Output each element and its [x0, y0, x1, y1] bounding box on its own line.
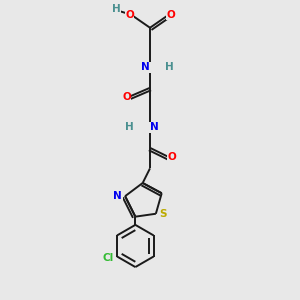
- Text: N: N: [141, 62, 150, 72]
- Text: O: O: [166, 10, 175, 20]
- Text: N: N: [113, 191, 122, 201]
- Text: H: H: [125, 122, 134, 132]
- Text: H: H: [112, 4, 121, 14]
- Text: O: O: [168, 152, 176, 162]
- Text: O: O: [125, 10, 134, 20]
- Text: S: S: [159, 209, 167, 219]
- Text: H: H: [165, 62, 173, 72]
- Text: Cl: Cl: [103, 253, 114, 263]
- Text: O: O: [122, 92, 131, 102]
- Text: N: N: [150, 122, 159, 132]
